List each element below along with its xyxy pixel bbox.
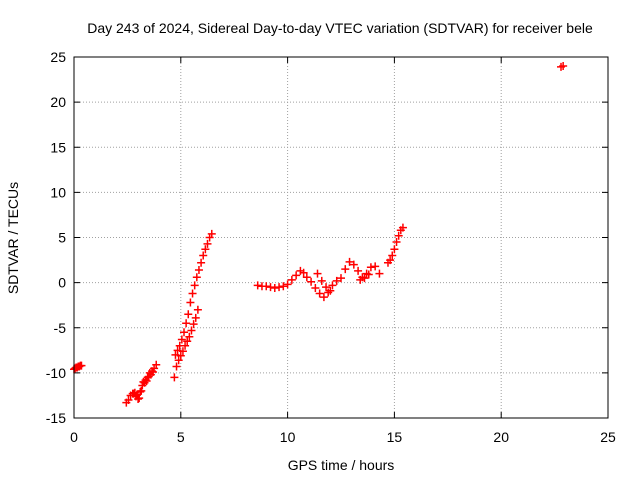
- data-point: [311, 284, 320, 293]
- plot-frame: [73, 56, 609, 419]
- data-point: [137, 386, 146, 395]
- data-point: [349, 260, 358, 269]
- data-point: [171, 350, 180, 359]
- x-tick-label: 10: [280, 429, 296, 445]
- data-point: [328, 281, 337, 290]
- data-point: [394, 231, 403, 240]
- data-point: [354, 266, 363, 275]
- data-point: [142, 376, 151, 385]
- data-point: [375, 269, 384, 278]
- data-point: [191, 313, 200, 322]
- y-axis-label: SDTVAR / TECUs: [5, 182, 21, 294]
- data-point: [326, 286, 335, 295]
- y-tick-label: 15: [50, 139, 66, 155]
- data-point: [388, 251, 397, 260]
- data-point: [184, 310, 193, 319]
- y-tick-label: -10: [46, 365, 66, 381]
- data-point: [279, 282, 288, 291]
- data-point: [199, 251, 208, 260]
- data-point: [371, 262, 380, 271]
- x-axis-label: GPS time / hours: [288, 457, 395, 473]
- chart-title: Day 243 of 2024, Sidereal Day-to-day VTE…: [87, 20, 593, 36]
- data-point: [189, 320, 198, 329]
- y-tick-label: 0: [58, 275, 66, 291]
- data-point: [364, 270, 373, 279]
- data-point: [313, 269, 322, 278]
- data-point: [182, 319, 191, 328]
- data-point: [356, 275, 365, 284]
- data-point: [175, 341, 184, 350]
- x-tick-label: 5: [177, 429, 185, 445]
- data-point: [392, 238, 401, 247]
- data-point: [77, 361, 86, 370]
- data-point: [152, 360, 161, 369]
- data-point: [193, 305, 202, 314]
- data-point: [398, 223, 407, 232]
- data-point: [559, 62, 568, 71]
- data-point: [134, 395, 143, 404]
- data-point: [270, 284, 279, 293]
- y-tick-label: 5: [58, 230, 66, 246]
- data-point: [360, 274, 369, 283]
- x-tick-label: 15: [387, 429, 403, 445]
- data-point: [183, 337, 192, 346]
- data-point: [180, 328, 189, 337]
- data-point: [332, 276, 341, 285]
- data-point: [186, 298, 195, 307]
- y-tick-label: 10: [50, 184, 66, 200]
- data-point: [201, 245, 210, 254]
- grid: [74, 57, 608, 418]
- data-point: [317, 276, 326, 285]
- data-point: [283, 280, 292, 289]
- data-point: [174, 356, 183, 365]
- data-point: [187, 326, 196, 335]
- data-point: [194, 265, 203, 274]
- data-point: [315, 289, 324, 298]
- data-point: [170, 373, 179, 382]
- data-point: [322, 283, 331, 292]
- data-point: [207, 229, 216, 238]
- data-point: [299, 268, 308, 277]
- data-point: [341, 265, 350, 274]
- data-point: [124, 395, 133, 404]
- data-point: [366, 263, 375, 272]
- data-point: [337, 274, 345, 283]
- data-point: [319, 293, 328, 302]
- data-points: [70, 62, 568, 407]
- data-point: [390, 245, 399, 254]
- data-point: [203, 239, 212, 248]
- data-point: [197, 258, 206, 267]
- data-point: [176, 351, 185, 360]
- data-point: [173, 346, 182, 355]
- x-tick-label: 20: [493, 429, 509, 445]
- x-tick-label: 25: [600, 429, 616, 445]
- data-point: [345, 257, 354, 266]
- data-point: [149, 367, 158, 376]
- x-tick-label: 0: [70, 429, 78, 445]
- data-point: [192, 273, 201, 282]
- data-point: [302, 273, 311, 282]
- data-point: [177, 335, 186, 344]
- data-point: [275, 283, 284, 292]
- y-tick-label: 20: [50, 94, 66, 110]
- y-tick-label: 25: [50, 49, 66, 65]
- data-point: [307, 277, 316, 286]
- data-point: [292, 271, 301, 280]
- data-point: [136, 387, 145, 396]
- data-point: [172, 362, 181, 371]
- data-point: [287, 275, 296, 284]
- data-point: [253, 281, 262, 290]
- data-point: [188, 289, 197, 298]
- data-point: [386, 256, 395, 265]
- axis-ticks: 0 5 10 15 20 25 -15 -10 -5 0 5 10 15 20 25: [46, 49, 616, 445]
- data-point: [266, 283, 275, 292]
- data-point: [178, 347, 187, 356]
- data-point: [190, 281, 199, 290]
- data-point: [185, 332, 194, 341]
- y-tick-label: -5: [54, 320, 67, 336]
- y-tick-label: -15: [46, 410, 66, 426]
- data-point: [262, 282, 271, 291]
